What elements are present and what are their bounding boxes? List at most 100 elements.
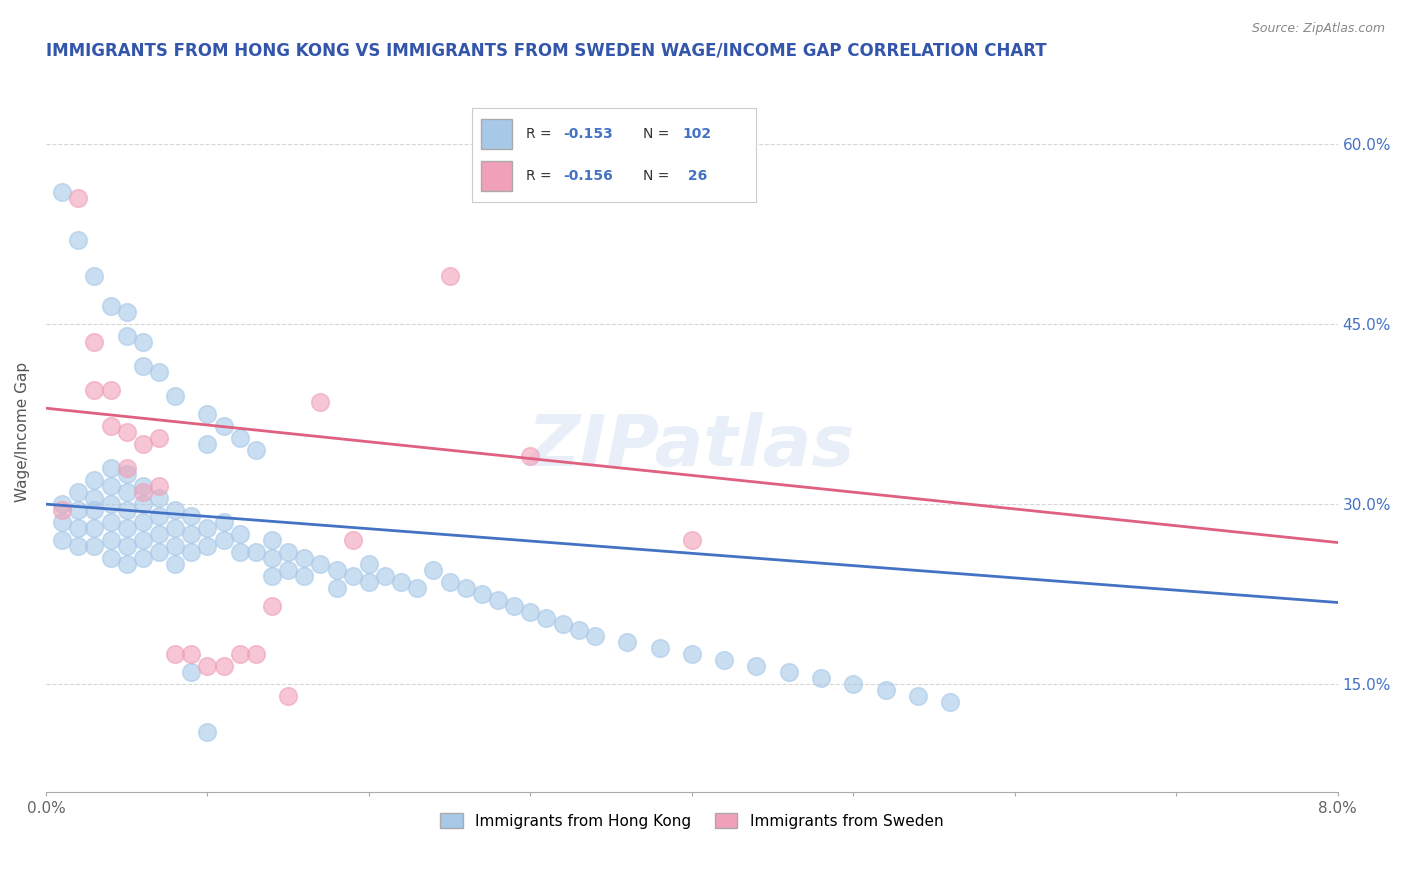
Point bbox=[132, 479, 155, 493]
Point bbox=[875, 683, 897, 698]
Point bbox=[148, 431, 170, 445]
Point bbox=[148, 479, 170, 493]
Point bbox=[245, 545, 267, 559]
Point bbox=[83, 539, 105, 553]
Point bbox=[292, 569, 315, 583]
Point bbox=[148, 527, 170, 541]
Point bbox=[439, 575, 461, 590]
Point bbox=[148, 509, 170, 524]
Point bbox=[115, 305, 138, 319]
Point bbox=[309, 557, 332, 571]
Text: ZIPatlas: ZIPatlas bbox=[529, 412, 855, 481]
Point bbox=[357, 575, 380, 590]
Point bbox=[260, 569, 283, 583]
Point bbox=[810, 671, 832, 685]
Point bbox=[471, 587, 494, 601]
Point bbox=[342, 533, 364, 548]
Point bbox=[100, 479, 122, 493]
Point bbox=[115, 329, 138, 343]
Point bbox=[568, 623, 591, 637]
Point bbox=[583, 629, 606, 643]
Point bbox=[100, 383, 122, 397]
Point bbox=[939, 695, 962, 709]
Point bbox=[713, 653, 735, 667]
Point bbox=[165, 557, 187, 571]
Point bbox=[132, 551, 155, 566]
Point bbox=[439, 269, 461, 284]
Point bbox=[486, 593, 509, 607]
Point bbox=[67, 521, 90, 535]
Point bbox=[228, 527, 250, 541]
Point bbox=[648, 641, 671, 656]
Point bbox=[83, 521, 105, 535]
Point bbox=[616, 635, 638, 649]
Point bbox=[67, 503, 90, 517]
Y-axis label: Wage/Income Gap: Wage/Income Gap bbox=[15, 362, 30, 502]
Point bbox=[148, 365, 170, 379]
Point bbox=[228, 545, 250, 559]
Point bbox=[212, 515, 235, 529]
Point bbox=[115, 521, 138, 535]
Point bbox=[67, 191, 90, 205]
Point bbox=[325, 581, 347, 595]
Point bbox=[342, 569, 364, 583]
Point bbox=[180, 665, 202, 679]
Point bbox=[100, 533, 122, 548]
Point bbox=[132, 533, 155, 548]
Point bbox=[180, 545, 202, 559]
Point bbox=[260, 533, 283, 548]
Point bbox=[67, 539, 90, 553]
Point bbox=[165, 389, 187, 403]
Point bbox=[212, 419, 235, 434]
Point bbox=[115, 503, 138, 517]
Point bbox=[100, 299, 122, 313]
Point bbox=[406, 581, 429, 595]
Point bbox=[83, 269, 105, 284]
Point bbox=[100, 461, 122, 475]
Point bbox=[165, 539, 187, 553]
Point bbox=[115, 467, 138, 482]
Point bbox=[212, 533, 235, 548]
Point bbox=[277, 689, 299, 703]
Point bbox=[842, 677, 865, 691]
Point bbox=[180, 527, 202, 541]
Point bbox=[100, 497, 122, 511]
Point bbox=[197, 407, 219, 421]
Point bbox=[681, 533, 703, 548]
Point bbox=[51, 497, 73, 511]
Point bbox=[503, 599, 526, 613]
Point bbox=[374, 569, 396, 583]
Legend: Immigrants from Hong Kong, Immigrants from Sweden: Immigrants from Hong Kong, Immigrants fr… bbox=[434, 806, 949, 835]
Point bbox=[148, 545, 170, 559]
Point bbox=[681, 647, 703, 661]
Point bbox=[519, 449, 541, 463]
Text: IMMIGRANTS FROM HONG KONG VS IMMIGRANTS FROM SWEDEN WAGE/INCOME GAP CORRELATION : IMMIGRANTS FROM HONG KONG VS IMMIGRANTS … bbox=[46, 42, 1046, 60]
Point bbox=[245, 443, 267, 458]
Point bbox=[197, 659, 219, 673]
Point bbox=[180, 509, 202, 524]
Point bbox=[260, 599, 283, 613]
Point bbox=[132, 497, 155, 511]
Point bbox=[132, 437, 155, 451]
Point bbox=[536, 611, 558, 625]
Point bbox=[519, 605, 541, 619]
Point bbox=[180, 647, 202, 661]
Point bbox=[83, 491, 105, 505]
Point bbox=[132, 515, 155, 529]
Point bbox=[357, 557, 380, 571]
Point bbox=[197, 521, 219, 535]
Point bbox=[197, 437, 219, 451]
Point bbox=[165, 503, 187, 517]
Point bbox=[197, 539, 219, 553]
Point bbox=[100, 419, 122, 434]
Point bbox=[115, 461, 138, 475]
Point bbox=[67, 485, 90, 500]
Point bbox=[83, 473, 105, 487]
Point bbox=[67, 233, 90, 247]
Point bbox=[51, 515, 73, 529]
Point bbox=[245, 647, 267, 661]
Point bbox=[778, 665, 800, 679]
Point bbox=[132, 359, 155, 374]
Point bbox=[165, 647, 187, 661]
Point bbox=[197, 725, 219, 739]
